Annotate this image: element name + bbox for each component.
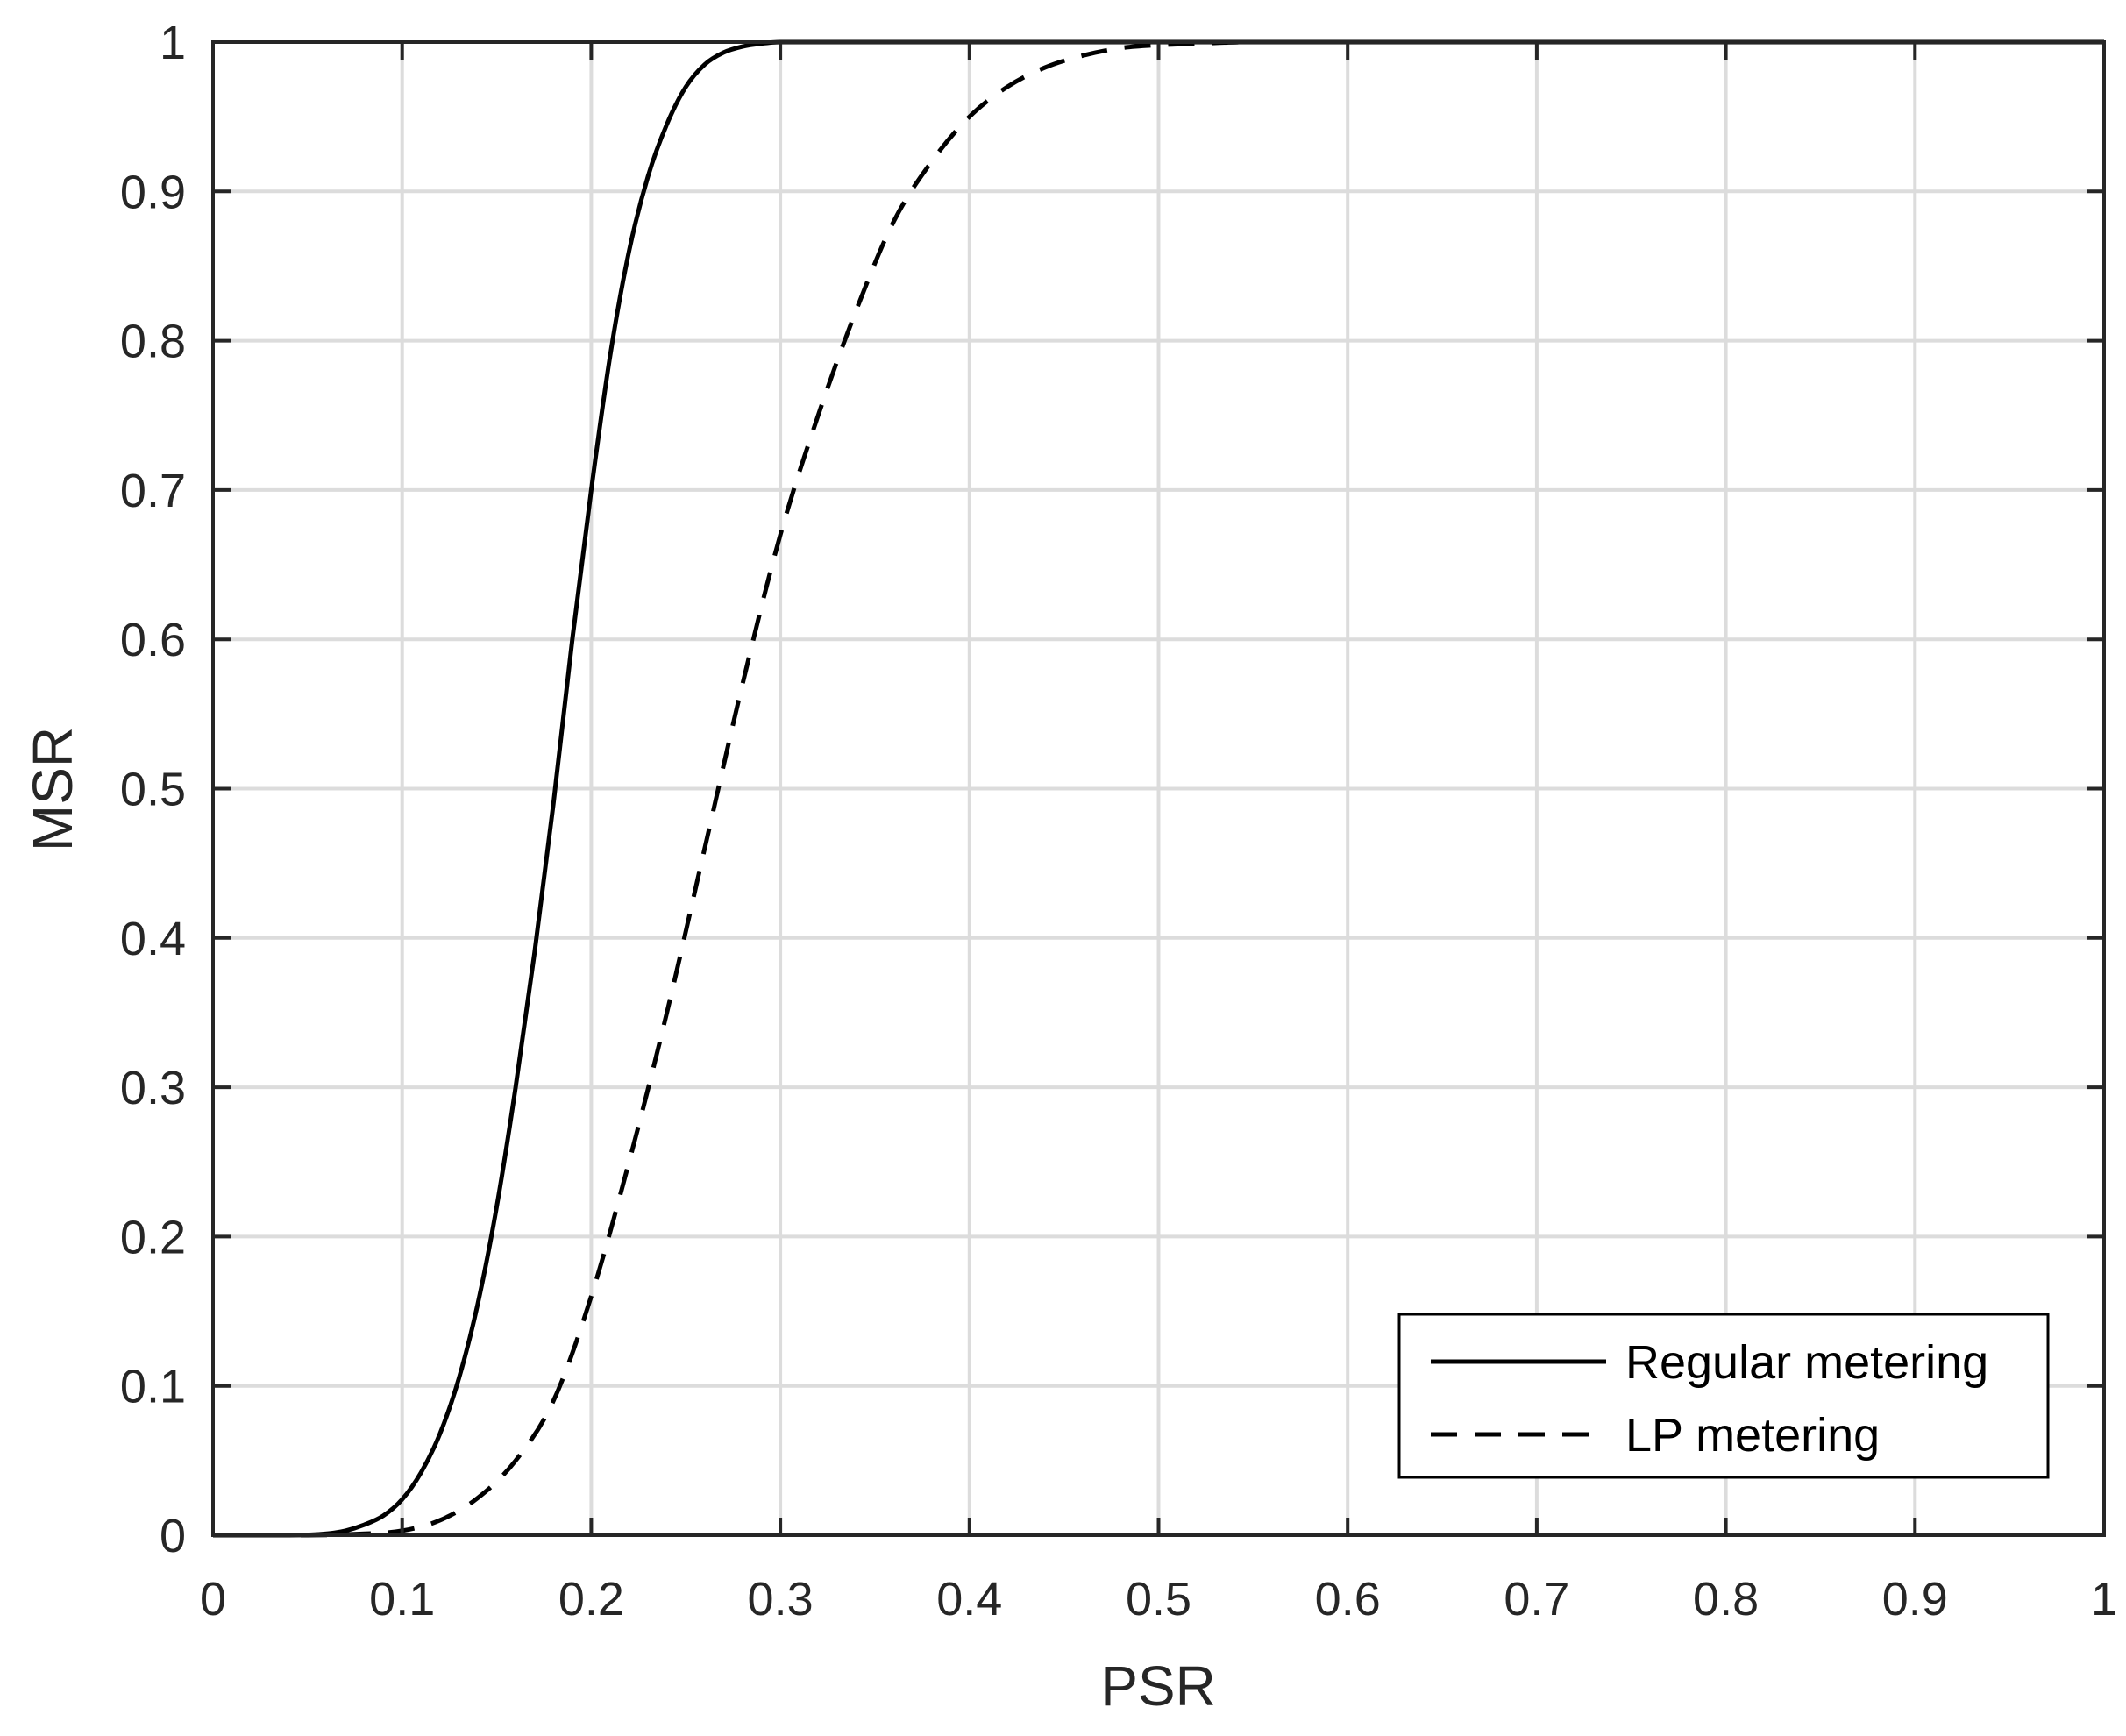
y-tick-label: 0.4	[120, 913, 186, 965]
x-tick-label: 1	[2091, 1573, 2117, 1626]
y-tick-label: 0.7	[120, 465, 186, 517]
x-tick-label: 0.7	[1504, 1573, 1569, 1626]
legend-label-lp: LP metering	[1625, 1409, 1880, 1462]
y-tick-label: 0.1	[120, 1361, 186, 1413]
x-tick-label: 0.8	[1693, 1573, 1759, 1626]
x-tick-label: 0.9	[1882, 1573, 1948, 1626]
x-axis-title: PSR	[1100, 1654, 1216, 1718]
x-tick-label: 0	[200, 1573, 226, 1626]
grid	[213, 42, 2104, 1535]
y-tick-label: 0.9	[120, 166, 186, 218]
legend-box	[1397, 1313, 2050, 1479]
x-tick-label: 0.1	[369, 1573, 435, 1626]
y-tick-label: 0	[160, 1510, 186, 1562]
y-tick-label: 1	[160, 17, 186, 69]
x-tick-label: 0.5	[1126, 1573, 1191, 1626]
y-tick-label: 0.2	[120, 1211, 186, 1263]
y-tick-label: 0.8	[120, 316, 186, 368]
legend: Regular metering LP metering	[1397, 1313, 2050, 1479]
y-tick-label: 0.3	[120, 1062, 186, 1114]
y-tick-label: 0.6	[120, 614, 186, 666]
y-tick-label: 0.5	[120, 764, 186, 816]
y-axis-title: MSR	[21, 727, 84, 851]
x-tick-labels: 0 0.1 0.2 0.3 0.4 0.5 0.6 0.7 0.8 0.9 1	[200, 1573, 2117, 1626]
y-tick-labels: 0 0.1 0.2 0.3 0.4 0.5 0.6 0.7 0.8 0.9 1	[120, 17, 186, 1562]
x-tick-label: 0.2	[558, 1573, 624, 1626]
x-tick-label: 0.3	[748, 1573, 814, 1626]
ticks	[211, 40, 2106, 1537]
x-tick-label: 0.4	[936, 1573, 1002, 1626]
legend-label-regular: Regular metering	[1625, 1336, 1988, 1389]
x-tick-label: 0.6	[1315, 1573, 1381, 1626]
